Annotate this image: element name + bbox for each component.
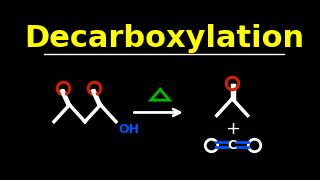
Text: Decarboxylation: Decarboxylation xyxy=(24,24,304,53)
Text: OH: OH xyxy=(118,123,139,136)
Text: C: C xyxy=(228,139,237,152)
Text: +: + xyxy=(225,120,240,138)
